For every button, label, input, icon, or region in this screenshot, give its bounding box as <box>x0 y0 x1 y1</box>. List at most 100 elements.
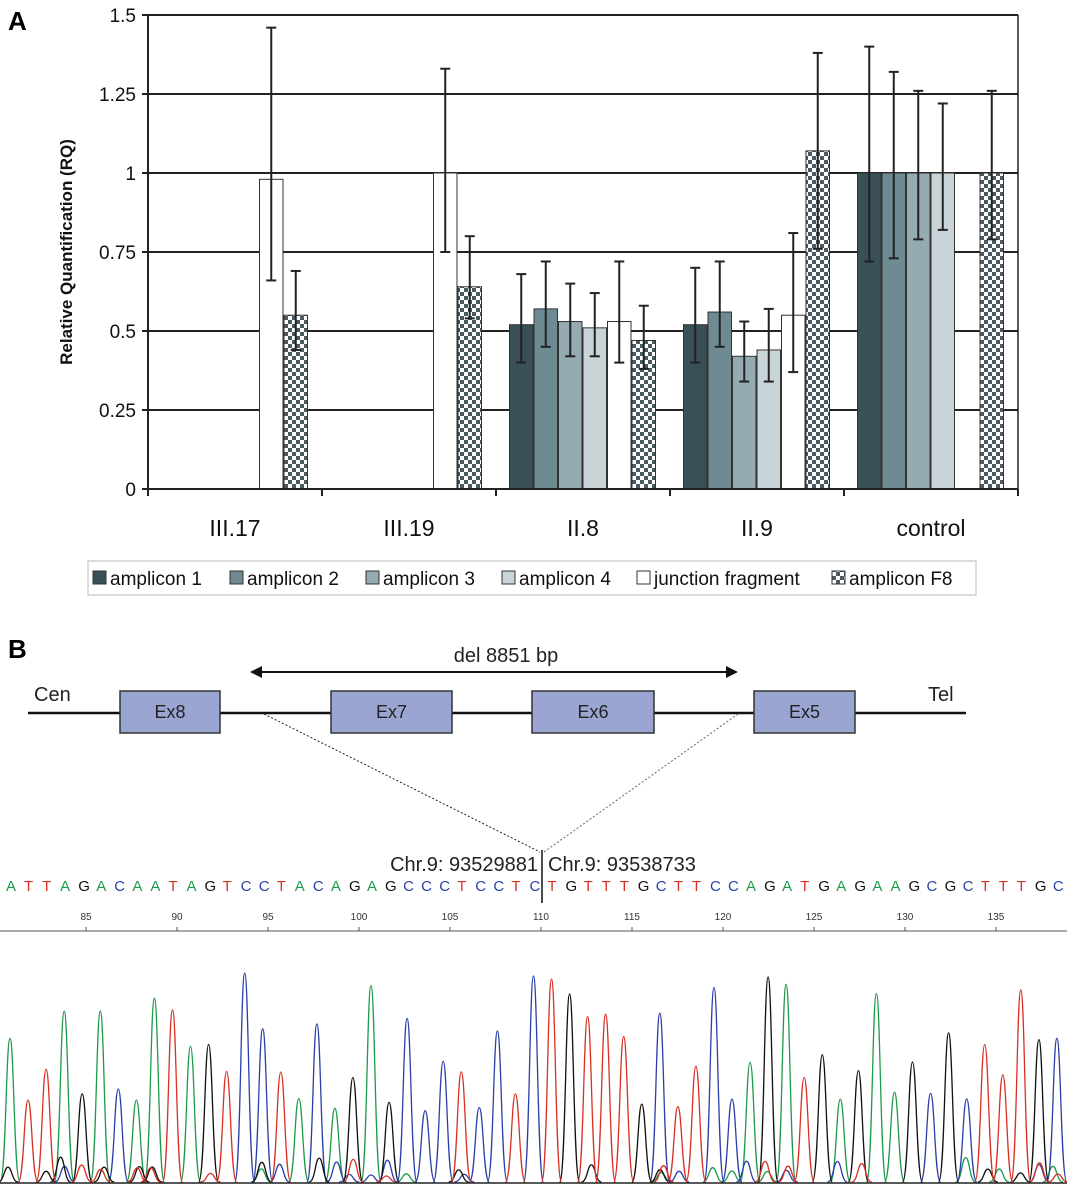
legend-swatch <box>229 570 244 585</box>
error-bars <box>266 26 997 383</box>
deletion-arrow-right-head <box>726 666 738 678</box>
category-label: II.9 <box>741 515 773 541</box>
sequence-base: G <box>764 878 776 895</box>
sequence-base: G <box>566 878 578 895</box>
position-label: 95 <box>262 912 274 923</box>
breakpoint-line-left <box>263 713 541 853</box>
sequence-base: C <box>313 878 324 895</box>
position-label: 120 <box>715 912 732 923</box>
sequence-base: A <box>367 878 377 895</box>
category-label: III.19 <box>383 515 434 541</box>
sequence-base: A <box>836 878 846 895</box>
legend-entry: amplicon 1 <box>110 569 202 590</box>
position-ruler: 85 90 95 100 105 110 115 120 125 130 135 <box>80 912 1005 931</box>
sequence-base: T <box>620 878 629 895</box>
position-label: 90 <box>171 912 183 923</box>
sequence-base: T <box>602 878 611 895</box>
bars <box>259 150 1004 490</box>
sequence-base: G <box>1035 878 1047 895</box>
sequence-base: G <box>78 878 90 895</box>
position-label: 130 <box>897 912 914 923</box>
y-tick-label: 0.75 <box>99 243 136 264</box>
legend: amplicon 1 amplicon 2 amplicon 3 amplicon 4… <box>87 560 977 596</box>
trace-T <box>17 978 1067 1183</box>
legend-entry: amplicon 3 <box>383 569 475 590</box>
category-label: II.8 <box>567 515 599 541</box>
sequence-base: G <box>854 878 866 895</box>
breakpoint-left-label: Chr.9: 93529881 <box>390 854 538 876</box>
y-tick-label: 1.5 <box>110 6 136 27</box>
sequence-base: C <box>728 878 739 895</box>
legend-entry: amplicon 4 <box>519 569 611 590</box>
sequence-base: C <box>963 878 974 895</box>
sequence-base: C <box>114 878 125 895</box>
sequence-base: G <box>349 878 361 895</box>
sequence-base: T <box>1017 878 1026 895</box>
sequence-base: T <box>674 878 683 895</box>
sequence-base: C <box>656 878 667 895</box>
sequence-base: A <box>187 878 197 895</box>
exon-box <box>330 690 453 734</box>
sequence-base: C <box>439 878 450 895</box>
trace-A <box>0 983 1064 1183</box>
chart-a: 0 0.25 0.5 0.75 1 1.25 1.5 III.17 III.19 II.8 II.… <box>57 6 1019 596</box>
sequence-base: T <box>999 878 1008 895</box>
position-label: 110 <box>533 912 549 923</box>
exon-label: Ex7 <box>376 702 407 722</box>
position-label: 125 <box>806 912 823 923</box>
panel-b-label: B <box>8 634 27 664</box>
chromatogram <box>0 972 1067 1183</box>
deletion-arrow-left-head <box>250 666 262 678</box>
exons: Ex8 Ex7 Ex6 Ex5 <box>119 690 856 734</box>
sequence-base: G <box>945 878 957 895</box>
panel-a-label: A <box>8 6 27 36</box>
sequence-base: C <box>1053 878 1064 895</box>
centromere-label: Cen <box>34 684 71 706</box>
sequence-base: T <box>457 878 466 895</box>
legend-entry: junction fragment <box>653 569 800 590</box>
telomere-label: Tel <box>928 684 954 706</box>
position-label: 100 <box>351 912 368 923</box>
exon-label: Ex6 <box>577 702 608 722</box>
y-tick-label: 1 <box>125 164 136 185</box>
sequence-base: A <box>331 878 341 895</box>
y-tick-label: 0.25 <box>99 401 136 422</box>
sequence-base: A <box>60 878 70 895</box>
sequence-base: A <box>150 878 160 895</box>
position-label: 115 <box>624 912 640 923</box>
sequence-base: G <box>818 878 830 895</box>
position-label: 85 <box>80 912 92 923</box>
sequence-base: T <box>692 878 701 895</box>
sequence-base: C <box>241 878 252 895</box>
sequence-base: C <box>475 878 486 895</box>
sequence-base: G <box>909 878 921 895</box>
y-ticks: 0 0.25 0.5 0.75 1 1.25 1.5 <box>99 6 148 501</box>
legend-swatch <box>636 570 651 585</box>
exon-box <box>119 690 221 734</box>
sequence-base: T <box>24 878 33 895</box>
breakpoint-right-label: Chr.9: 93538733 <box>548 854 696 876</box>
legend-entry: amplicon F8 <box>849 569 953 590</box>
y-tick-label: 0 <box>125 480 136 501</box>
exon-label: Ex8 <box>154 702 185 722</box>
sequence-base: T <box>511 878 520 895</box>
y-axis-label: Relative Quantification (RQ) <box>57 139 76 365</box>
sequence-base: T <box>168 878 177 895</box>
sequence-base: C <box>493 878 504 895</box>
sequence-base: T <box>800 878 809 895</box>
category-label: control <box>896 515 965 541</box>
sequence-base: T <box>223 878 232 895</box>
deletion-label: del 8851 bp <box>454 645 559 667</box>
sequence-base: C <box>927 878 938 895</box>
breakpoint-line-right <box>543 713 739 853</box>
legend-swatch <box>365 570 380 585</box>
y-tick-label: 0.5 <box>110 322 136 343</box>
exon-box <box>531 690 655 734</box>
sequence-base: A <box>295 878 305 895</box>
sequence-base: T <box>981 878 990 895</box>
x-axis: III.17 III.19 II.8 II.9 control <box>147 15 1019 541</box>
sequence-base: A <box>96 878 106 895</box>
y-tick-label: 1.25 <box>99 85 136 106</box>
